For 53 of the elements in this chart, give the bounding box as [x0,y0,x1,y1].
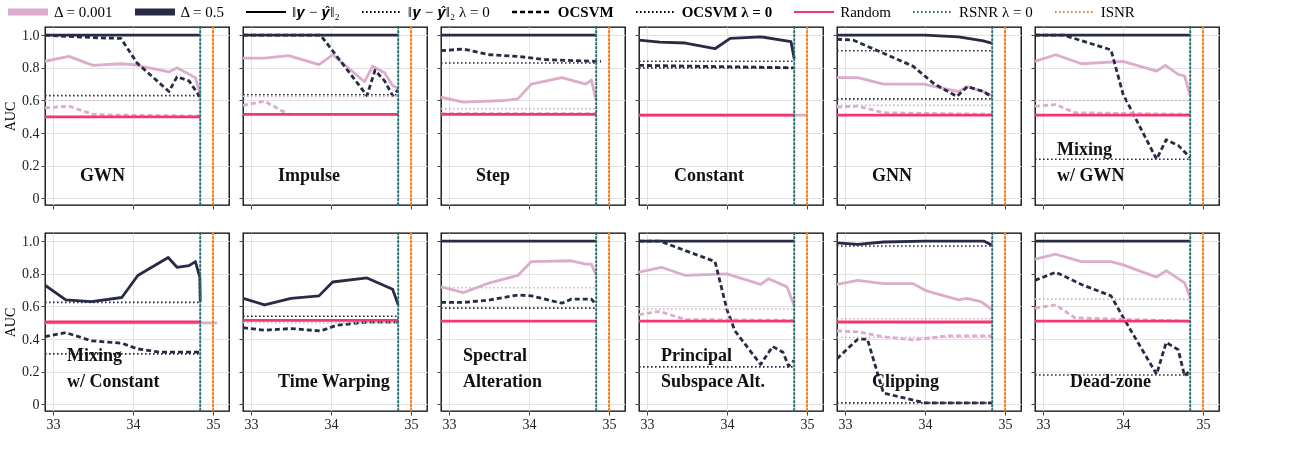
x-tick-label: 35 [404,416,419,432]
y-tick-label: 1.0 [22,233,40,249]
annotation: Clipping [872,371,940,391]
annotation: Dead-zone [1070,371,1151,391]
x-tick-label: 35 [1196,416,1211,432]
x-tick-label: 33 [442,416,457,432]
text: RSNR λ = 0 [958,3,1033,21]
y-tick-label: 0.8 [22,266,40,282]
text: Random [840,3,891,21]
annotation: Principal Subspace Alt. [661,345,766,391]
text: ISNR [1100,3,1135,21]
y-tick-label: 0.2 [22,158,40,174]
annotation: Step [476,165,511,185]
y-tick-label: 0.4 [22,125,40,141]
y-tick-label: 0 [32,190,40,206]
annotation: Time Warping [278,371,390,391]
text: ‖𝒚 − 𝒚̂‖₂ [292,3,340,21]
x-tick-label: 35 [602,416,617,432]
annotation: Impulse [278,165,341,185]
y-tick-label: 0.4 [22,331,40,347]
annotation: Spectral Alteration [463,345,542,391]
annotation: Mixing w/ Constant [67,345,160,391]
y-tick-label: 0.6 [22,92,40,108]
x-tick-label: 33 [838,416,853,432]
x-tick-label: 34 [324,416,339,432]
annotation: GNN [872,165,912,185]
annotation: Constant [674,165,745,185]
x-tick-label: 33 [1036,416,1051,432]
y-tick-label: 1.0 [22,27,40,43]
y-tick-label: 0.6 [22,298,40,314]
x-tick-label: 34 [522,416,537,432]
text: ‖𝒚 − 𝒚̂‖₂ λ = 0 [407,3,490,21]
annotation: GWN [80,165,125,185]
text: Δ = 0.001 [54,3,113,21]
x-tick-label: 33 [640,416,655,432]
x-tick-label: 33 [46,416,61,432]
annotation: Mixing w/ GWN [1057,139,1125,185]
y-tick-label: 0 [32,396,40,412]
y-tick-label: 0.2 [22,364,40,380]
x-tick-label: 34 [720,416,735,432]
y-axis-title: AUC [3,101,18,132]
text: Δ = 0.5 [180,3,225,21]
x-tick-label: 35 [800,416,815,432]
x-tick-label: 33 [244,416,259,432]
text: OCSVM [557,3,614,21]
x-tick-label: 34 [918,416,933,432]
x-tick-label: 34 [126,416,141,432]
text: OCSVM λ = 0 [681,3,773,21]
x-tick-label: 35 [206,416,221,432]
y-axis-title: AUC [3,307,18,338]
x-tick-label: 34 [1116,416,1131,432]
x-tick-label: 35 [998,416,1013,432]
y-tick-label: 0.8 [22,60,40,76]
